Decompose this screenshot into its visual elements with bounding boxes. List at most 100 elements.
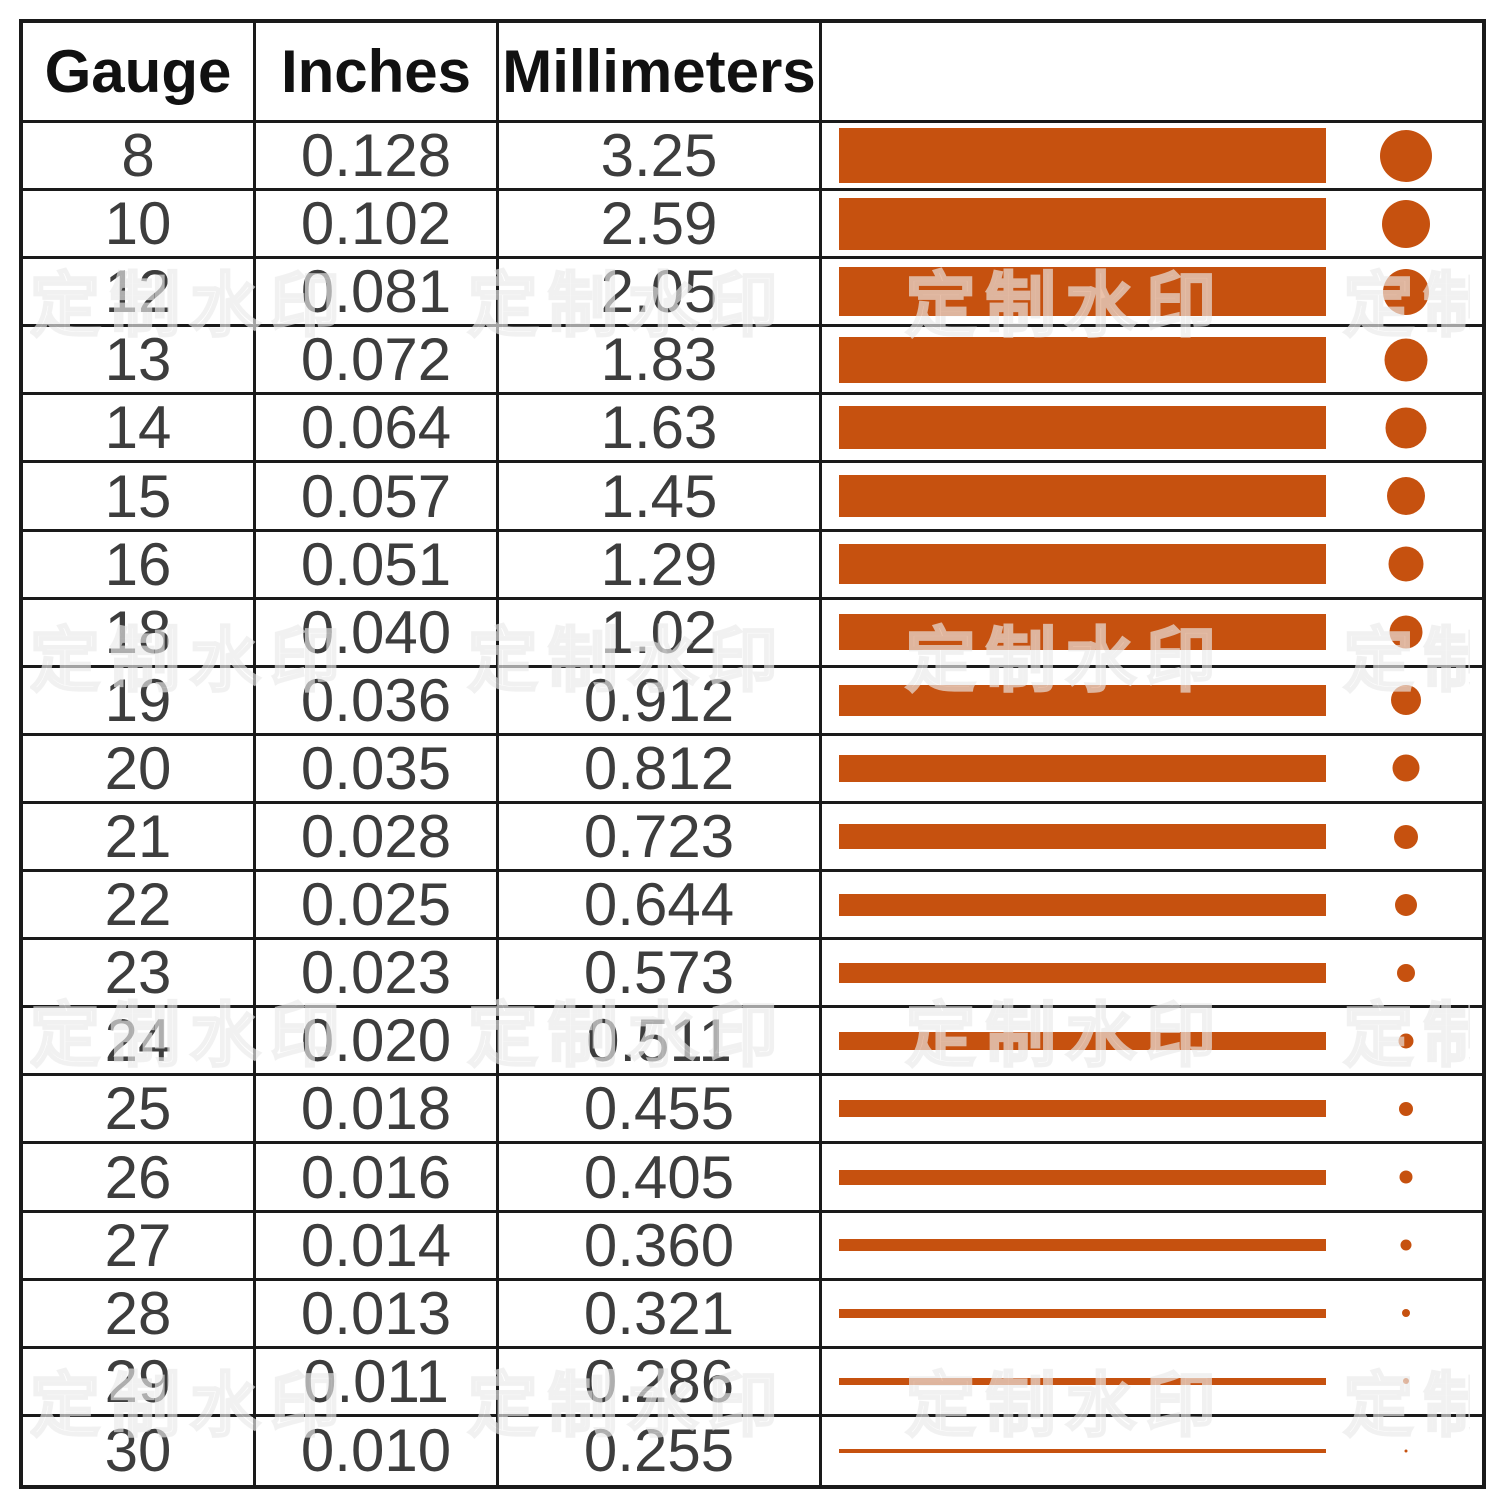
column-header-gauge: Gauge [23, 23, 256, 123]
mm-cell: 1.63 [499, 395, 822, 464]
inches-cell: 0.014 [256, 1212, 499, 1281]
mm-cell: 0.723 [499, 803, 822, 873]
viz-cell [822, 463, 1482, 532]
wire-cross-section-dot [1403, 1378, 1409, 1385]
viz-cell [822, 668, 1482, 736]
viz-cell [822, 259, 1482, 328]
viz-cell [822, 600, 1482, 668]
inches-cell: 0.023 [256, 940, 499, 1009]
gauge-cell: 13 [23, 327, 256, 396]
gauge-cell: 22 [23, 872, 256, 941]
gauge-cell: 20 [23, 735, 256, 804]
inches-cell: 0.040 [256, 599, 499, 668]
wire-thickness-bar [839, 1377, 1326, 1385]
mm-cell: 0.405 [499, 1144, 822, 1213]
wire-cross-section-dot [1397, 963, 1415, 982]
wire-thickness-bar [839, 475, 1326, 518]
inches-cell: 0.020 [256, 1008, 499, 1077]
inches-cell: 0.010 [256, 1416, 499, 1485]
viz-cell [822, 1349, 1482, 1417]
wire-thickness-bar [839, 1239, 1326, 1252]
inches-cell: 0.128 [256, 123, 499, 192]
mm-cell: 2.05 [499, 259, 822, 328]
wire-thickness-bar [839, 1169, 1326, 1185]
mm-cell: 0.644 [499, 872, 822, 941]
gauge-cell: 12 [23, 259, 256, 328]
mm-cell: 1.29 [499, 531, 822, 600]
viz-cell [822, 1281, 1482, 1349]
mm-cell: 0.573 [499, 940, 822, 1009]
gauge-cell: 18 [23, 599, 256, 668]
column-header-inches: Inches [256, 23, 499, 123]
wire-cross-section-dot [1394, 824, 1418, 849]
viz-cell [822, 940, 1482, 1009]
gauge-cell: 30 [23, 1416, 256, 1485]
gauge-cell: 29 [23, 1348, 256, 1417]
wire-thickness-bar [839, 128, 1326, 184]
wire-thickness-bar [839, 197, 1326, 250]
mm-cell: 0.255 [499, 1416, 822, 1485]
wire-cross-section-dot [1383, 268, 1429, 315]
wire-cross-section-dot [1402, 1309, 1410, 1318]
wire-thickness-bar [839, 1308, 1326, 1318]
viz-cell [822, 804, 1482, 873]
gauge-cell: 8 [23, 123, 256, 192]
wire-thickness-bar [839, 406, 1326, 450]
gauge-cell: 19 [23, 667, 256, 736]
mm-cell: 0.360 [499, 1212, 822, 1281]
wire-thickness-bar [839, 1100, 1326, 1118]
viz-cell [822, 1076, 1482, 1145]
wire-cross-section-dot [1384, 338, 1428, 382]
gauge-cell: 25 [23, 1076, 256, 1145]
wire-thickness-bar [839, 1031, 1326, 1050]
mm-cell: 2.59 [499, 191, 822, 260]
mm-cell: 0.321 [499, 1280, 822, 1349]
wire-thickness-bar [839, 267, 1326, 317]
viz-cell [822, 327, 1482, 396]
wire-cross-section-dot [1392, 754, 1420, 782]
wire-thickness-bar [839, 824, 1326, 850]
wire-thickness-bar [839, 754, 1326, 782]
wire-thickness-bar [839, 614, 1326, 651]
mm-cell: 0.511 [499, 1008, 822, 1077]
inches-cell: 0.102 [256, 191, 499, 260]
inches-cell: 0.051 [256, 531, 499, 600]
mm-cell: 1.02 [499, 599, 822, 668]
wire-cross-section-dot [1399, 1170, 1413, 1184]
viz-cell [822, 872, 1482, 941]
gauge-cell: 21 [23, 803, 256, 873]
wire-cross-section-dot [1385, 407, 1427, 449]
wire-cross-section-dot [1404, 1449, 1408, 1453]
wire-thickness-bar [839, 684, 1326, 716]
mm-cell: 1.83 [499, 327, 822, 396]
wire-cross-section-dot [1382, 199, 1430, 248]
wire-thickness-bar [839, 544, 1326, 585]
inches-cell: 0.028 [256, 803, 499, 873]
wire-cross-section-dot [1380, 129, 1432, 182]
wire-cross-section-dot [1400, 1239, 1412, 1251]
wire-cross-section-dot [1395, 893, 1417, 916]
mm-cell: 0.812 [499, 735, 822, 804]
inches-cell: 0.064 [256, 395, 499, 464]
wire-cross-section-dot [1387, 477, 1425, 516]
inches-cell: 0.081 [256, 259, 499, 328]
inches-cell: 0.013 [256, 1280, 499, 1349]
inches-cell: 0.025 [256, 872, 499, 941]
inches-cell: 0.072 [256, 327, 499, 396]
mm-cell: 0.286 [499, 1348, 822, 1417]
inches-cell: 0.057 [256, 463, 499, 532]
inches-cell: 0.011 [256, 1348, 499, 1417]
viz-cell [822, 532, 1482, 600]
wire-thickness-bar [839, 893, 1326, 916]
viz-cell [822, 1213, 1482, 1281]
inches-cell: 0.035 [256, 735, 499, 804]
viz-cell [822, 395, 1482, 464]
viz-cell [822, 1144, 1482, 1213]
gauge-size-table: Gauge Inches Millimeters 8 0.128 3.25 10 0.1… [19, 19, 1486, 1489]
wire-cross-section-dot [1399, 1101, 1413, 1116]
viz-cell [822, 1008, 1482, 1077]
inches-cell: 0.036 [256, 667, 499, 736]
gauge-cell: 26 [23, 1144, 256, 1213]
viz-cell [822, 123, 1482, 192]
mm-cell: 3.25 [499, 123, 822, 192]
